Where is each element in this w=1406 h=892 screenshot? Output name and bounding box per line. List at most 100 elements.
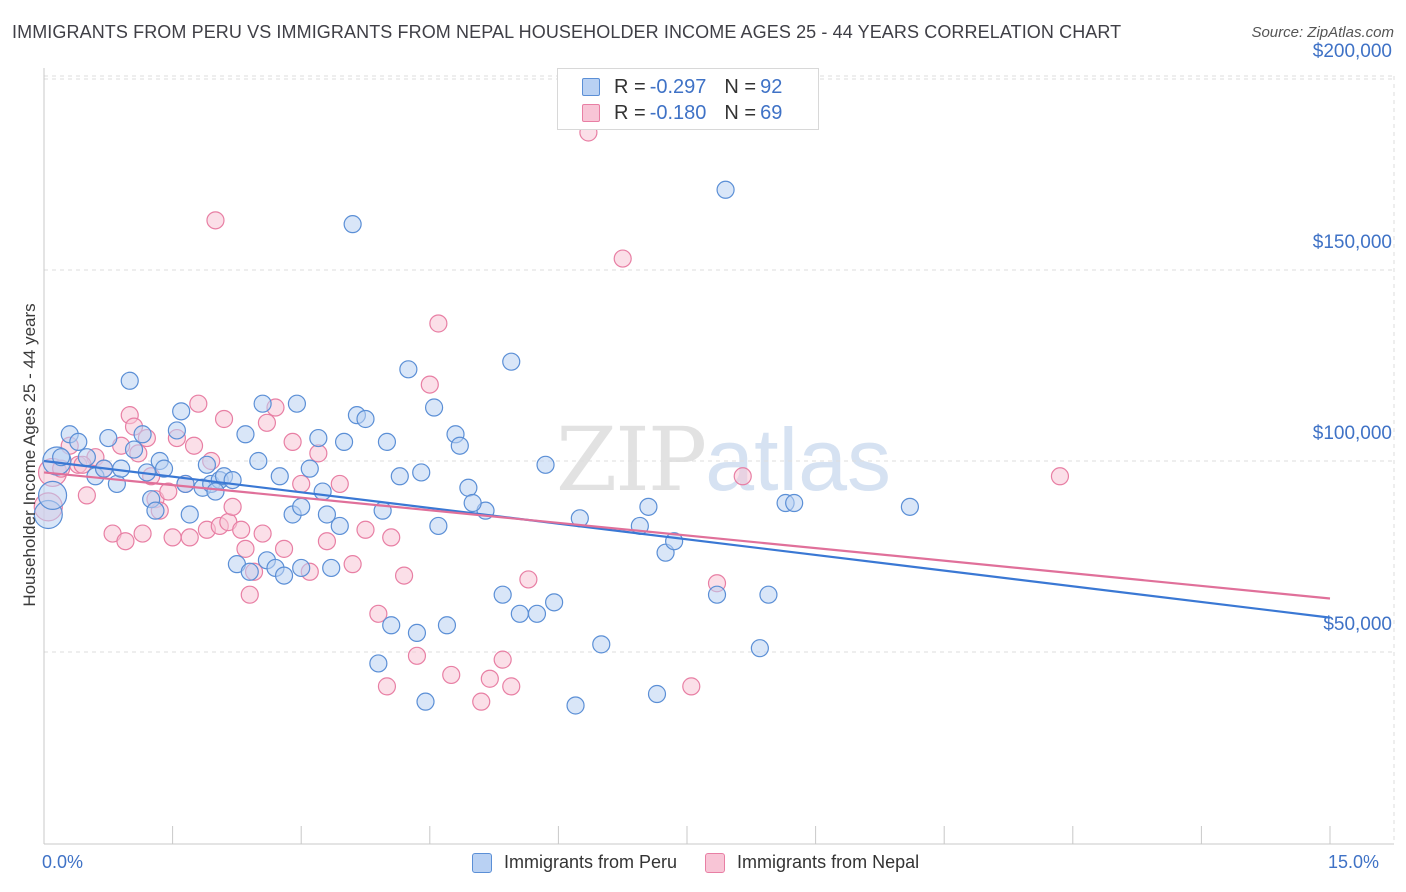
y-tick-label: $50,000 — [1323, 614, 1392, 635]
nepal-point — [480, 669, 499, 688]
nepal-point — [407, 646, 427, 665]
legend-n-label: N = — [724, 75, 757, 98]
nepal-point — [369, 604, 388, 623]
legend-n-value-peru: 92 — [760, 75, 783, 98]
peru-point — [502, 352, 521, 371]
nepal-point — [442, 665, 461, 685]
nepal-point — [733, 467, 752, 486]
peru-point — [330, 516, 349, 536]
peru-point — [154, 459, 174, 478]
legend-r-label: R = — [614, 101, 646, 124]
nepal-point — [77, 486, 96, 505]
y-axis-label: Householder Income Ages 25 - 44 years — [20, 303, 39, 607]
peru-point — [167, 421, 186, 440]
peru-point — [390, 467, 409, 486]
nepal-point — [116, 532, 135, 551]
nepal-point — [236, 539, 255, 558]
peru-point — [900, 497, 920, 516]
nepal-point — [356, 520, 375, 539]
series-swatch-peru — [472, 852, 492, 873]
legend-swatch-peru — [582, 78, 600, 96]
nepal-point — [133, 524, 152, 543]
peru-point — [292, 497, 311, 516]
nepal-point — [377, 677, 397, 696]
peru-point — [377, 432, 397, 451]
series-legend-nepal[interactable]: Immigrants from Nepal — [705, 852, 919, 873]
peru-point — [99, 428, 118, 448]
nepal-point — [682, 677, 701, 696]
watermark-zip: ZIP — [556, 408, 707, 511]
peru-point — [639, 497, 658, 516]
peru-point — [536, 455, 555, 474]
nepal-point — [257, 413, 277, 432]
source-credit: Source: ZipAtlas.com — [1251, 24, 1394, 41]
peru-point — [322, 558, 341, 578]
nepal-point — [429, 314, 448, 333]
legend-r-value-nepal: -0.180 — [649, 101, 707, 124]
nepal-point — [292, 474, 311, 494]
peru-point — [750, 639, 769, 658]
peru-point — [566, 696, 585, 715]
peru-point — [463, 493, 482, 513]
peru-point — [236, 425, 255, 444]
nepal-point — [283, 432, 302, 451]
peru-point — [707, 585, 727, 604]
y-tick-label: $100,000 — [1313, 423, 1392, 444]
nepal-point — [519, 570, 538, 589]
peru-point — [592, 635, 611, 654]
peru-point — [493, 585, 512, 604]
nepal-point — [382, 528, 401, 547]
nepal-point — [309, 444, 328, 463]
nepal-point — [394, 566, 414, 585]
peru-point — [197, 455, 216, 474]
peru-point — [52, 448, 71, 467]
series-legend: Immigrants from Peru Immigrants from Nep… — [472, 852, 947, 873]
series-label-peru: Immigrants from Peru — [504, 852, 678, 872]
nepal-point — [180, 528, 199, 547]
peru-point — [412, 463, 431, 482]
peru-point — [253, 394, 272, 413]
peru-point — [459, 478, 478, 497]
peru-point — [450, 436, 469, 455]
peru-point — [146, 501, 165, 520]
legend-row-peru: R = -0.297 N = 92 — [582, 75, 800, 99]
nepal-point — [214, 409, 234, 429]
nepal-point — [274, 539, 294, 558]
legend-swatch-nepal — [582, 104, 600, 122]
y-tick-label: $150,000 — [1313, 232, 1392, 253]
y-tick-label: $200,000 — [1313, 41, 1392, 62]
peru-point — [356, 409, 375, 429]
nepal-point — [253, 524, 272, 543]
chart-title: IMMIGRANTS FROM PERU VS IMMIGRANTS FROM … — [12, 22, 1122, 42]
nepal-point — [184, 436, 204, 455]
nepal-point — [330, 474, 349, 494]
trend-line-nepal — [43, 471, 1331, 600]
peru-point — [120, 371, 139, 390]
series-legend-peru[interactable]: Immigrants from Peru — [472, 852, 677, 873]
peru-point — [429, 516, 448, 536]
watermark-atlas: atlas — [705, 410, 892, 509]
trend-lines — [43, 459, 1331, 619]
peru-point — [369, 654, 388, 673]
peru-point — [77, 448, 96, 467]
legend-r-label: R = — [614, 75, 646, 98]
legend-n-value-nepal: 69 — [760, 101, 783, 124]
nepal-point — [493, 650, 512, 669]
peru-point — [37, 480, 68, 510]
nepal-point — [502, 677, 521, 696]
nepal-point — [163, 528, 182, 547]
peru-point — [399, 360, 418, 379]
series-peru-points — [33, 180, 920, 715]
peru-point — [274, 566, 294, 585]
peru-point — [437, 616, 457, 635]
peru-point — [180, 505, 199, 524]
peru-point — [287, 394, 307, 413]
legend-r-value-peru: -0.297 — [649, 75, 707, 98]
peru-point — [133, 425, 152, 444]
nepal-point — [232, 520, 251, 539]
nepal-point — [343, 555, 362, 574]
series-swatch-nepal — [705, 852, 726, 873]
peru-point — [240, 562, 259, 581]
legend-n-label: N = — [724, 101, 757, 124]
nepal-point — [472, 692, 491, 711]
